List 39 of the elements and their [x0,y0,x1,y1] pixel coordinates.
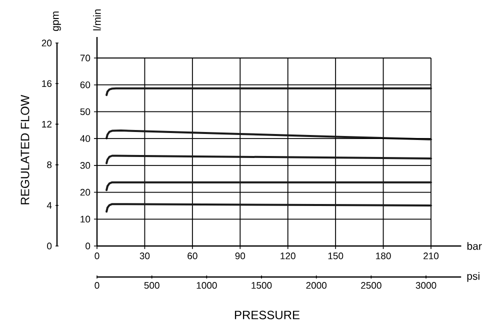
y-tick-label: 60 [80,81,90,88]
y2-tick-label: 4 [46,202,52,209]
y2-tick-label: 20 [42,40,52,46]
line-series [106,154,432,164]
text: PRESSURE [234,310,300,320]
y2-tick-label: 16 [42,80,52,87]
x2-tick-label: 0 [94,282,100,289]
x2-axis-title: psi [467,272,480,282]
line-series [106,130,432,140]
y2-axis-title: gpm [53,12,61,31]
x-axis-title: bar [467,242,482,250]
x-tick-label: 120 [280,252,296,260]
y2-tick-label: 0 [47,242,52,250]
y-axis-title: l/min [93,9,101,30]
y-tick-label: 20 [80,188,90,196]
x2-tick-label: 1000 [196,282,217,289]
line-series [106,87,432,96]
y-tick-label: 50 [80,108,90,116]
x2-tick-label: 500 [144,282,160,289]
x2-tick-label: 3000 [416,282,436,289]
x-tick-label: 60 [188,252,198,260]
line-series [106,203,432,213]
x-tick-label: 180 [376,252,391,260]
x-tick-label: 30 [140,252,150,260]
y-tick-label: 40 [80,135,90,142]
text: REGULATED FLOW [20,94,30,204]
y-tick-label: 30 [80,162,90,169]
x2-tick-label: 2500 [361,282,382,289]
x-tick-label: 90 [235,252,246,260]
y-tick-label: 0 [86,242,90,250]
x-tick-label: 0 [94,252,100,260]
x2-tick-label: 1500 [252,282,272,289]
y-tick-label: 10 [80,216,90,223]
y2-tick-label: 12 [42,120,52,128]
y2-tick-label: 8 [47,161,52,168]
x2-tick-label: 2000 [306,282,327,289]
x-tick-label: 210 [424,252,439,260]
x-tick-label: 150 [328,252,344,260]
y-tick-label: 70 [80,54,90,62]
